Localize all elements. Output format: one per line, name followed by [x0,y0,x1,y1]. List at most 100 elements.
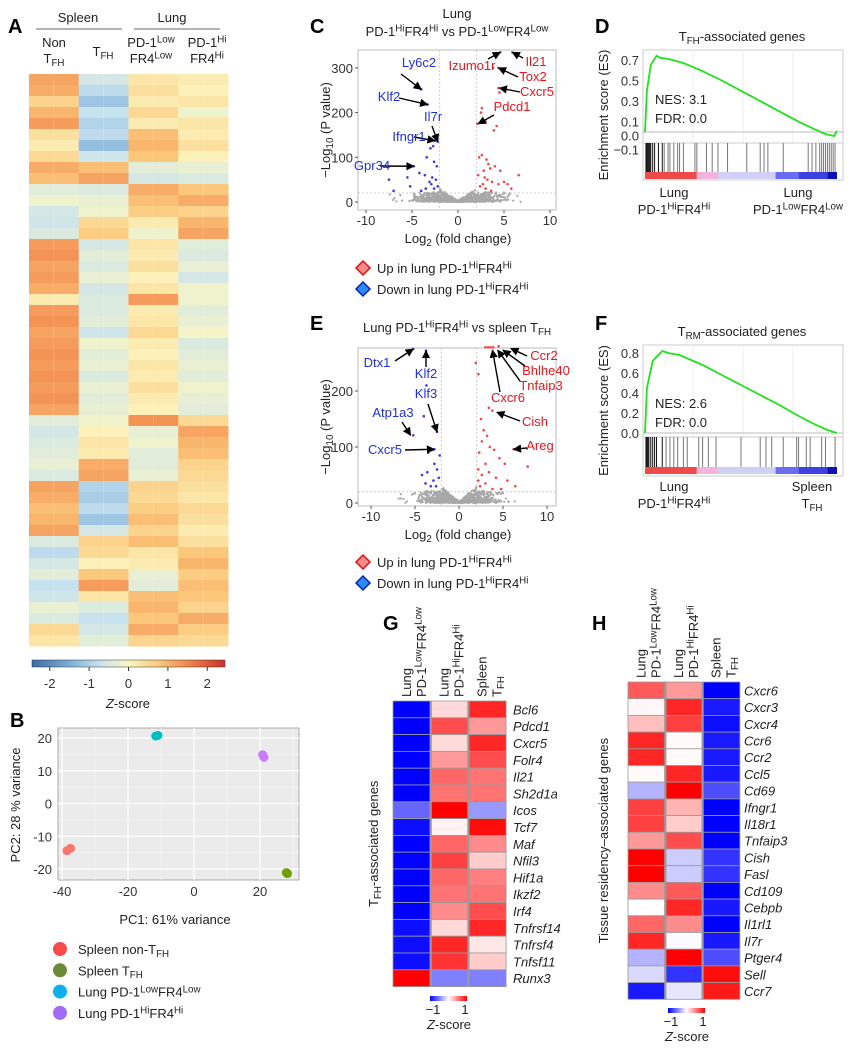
up-gene-point [485,158,488,161]
down-gene-point [420,473,424,477]
ns-gene-point [499,499,503,502]
down-gene-point [431,144,435,148]
ns-gene-point [428,195,431,198]
down-gene-point [411,433,415,437]
fdr-value: FDR: 0.0 [655,111,707,126]
heatmap-cell [128,371,179,383]
heatmap-cell [178,162,229,174]
y-tick-label: 0 [346,496,353,511]
ns-gene-point [433,191,436,194]
rank-color-bar [645,172,697,179]
y-tick-label: -10 [33,829,52,844]
ns-gene-point [418,192,421,195]
heatmap-cell [128,261,179,273]
right-group-label: Spleen [792,479,832,494]
heatmap-cell [178,195,229,207]
gene-arrow [502,349,526,367]
heatmap-cell [128,437,179,449]
up-gene-point [474,361,478,365]
gene-label: Runx3 [513,971,551,986]
heatmap-cell [178,283,229,295]
down-gene-point [426,451,430,454]
ns-gene-point [431,193,434,196]
heatmap-cell [178,272,229,284]
gene-label-areg: Areg [526,438,553,453]
heatmap-cell [392,952,432,971]
ns-gene-point [498,491,501,494]
heatmap-cell [78,349,129,361]
ns-gene-point [488,196,491,199]
heatmap-cell [178,316,229,328]
heatmap-cell [664,715,703,733]
heatmap-cell [664,848,703,867]
heatmap-cell [128,206,179,218]
ns-gene-point [434,493,437,496]
colorbar-tick-label: 1 [164,676,171,691]
ns-gene-point [477,191,480,194]
up-gene-point [479,111,483,114]
heatmap-cell [78,569,129,581]
heatmap-cell [29,580,80,592]
heatmap-cell [29,239,80,251]
ns-gene-point [442,194,445,197]
up-gene-point [495,124,498,128]
ns-gene-point [452,496,455,500]
ns-gene-point [428,500,432,503]
y-tick-label: 0.6 [621,366,639,381]
column-label: PD-1Hi [188,35,227,50]
heatmap-cell [467,902,507,920]
up-gene-point [497,182,500,186]
heatmap-cell [392,784,432,803]
heatmap-cell [29,448,80,460]
heatmap-cell [392,969,432,987]
ns-gene-point [442,494,445,497]
heatmap-cell [178,327,229,339]
heatmap-cell [78,525,129,537]
heatmap-cell [78,239,129,251]
y-tick-label: 100 [331,150,353,165]
heatmap-cell [78,459,129,471]
ns-gene-point [469,193,472,196]
heatmap-cell [178,525,229,537]
heatmap-cell [78,118,129,130]
heatmap-cell [664,748,703,766]
ns-gene-point [436,496,439,499]
heatmap-cell [392,935,432,954]
heatmap-cell [178,448,229,460]
heatmap-cell [29,492,80,504]
gene-arrow [401,421,412,436]
ns-gene-point [450,501,453,504]
ns-gene-point [416,499,419,503]
right-group-label: PD-1LowFR4Low [753,202,844,217]
heatmap-cell [178,393,229,405]
y-tick-label: 0.4 [621,386,639,401]
down-gene-point [434,484,438,488]
ns-gene-point [485,492,488,495]
ns-gene-point [469,198,473,202]
heatmap-cell [664,815,703,833]
y-tick-label: 0 [346,195,353,210]
down-gene-point [437,476,441,480]
heatmap-cell [78,195,129,207]
heatmap-cell [29,316,80,328]
ns-gene-point [499,492,503,496]
heatmap-cell [29,591,80,603]
down-gene-point [432,187,436,190]
up-gene-point [497,344,500,348]
heatmap-cell [29,558,80,570]
heatmap-cell [29,283,80,295]
x-axis-label: Log2 (fold change) [405,527,512,545]
x-tick-label: -5 [409,509,421,524]
ns-gene-point [439,190,442,194]
gene-label-pdcd1: Pdcd1 [494,99,531,114]
ns-gene-point [436,192,439,195]
ns-gene-point [423,197,426,200]
column-label: FR4Low [130,51,173,66]
ns-gene-point [486,193,489,197]
heatmap-cell [78,85,129,97]
legend-marker [53,1005,67,1020]
ns-gene-point [444,493,447,496]
heatmap-cell [78,228,129,240]
heatmap-cell [664,781,703,800]
